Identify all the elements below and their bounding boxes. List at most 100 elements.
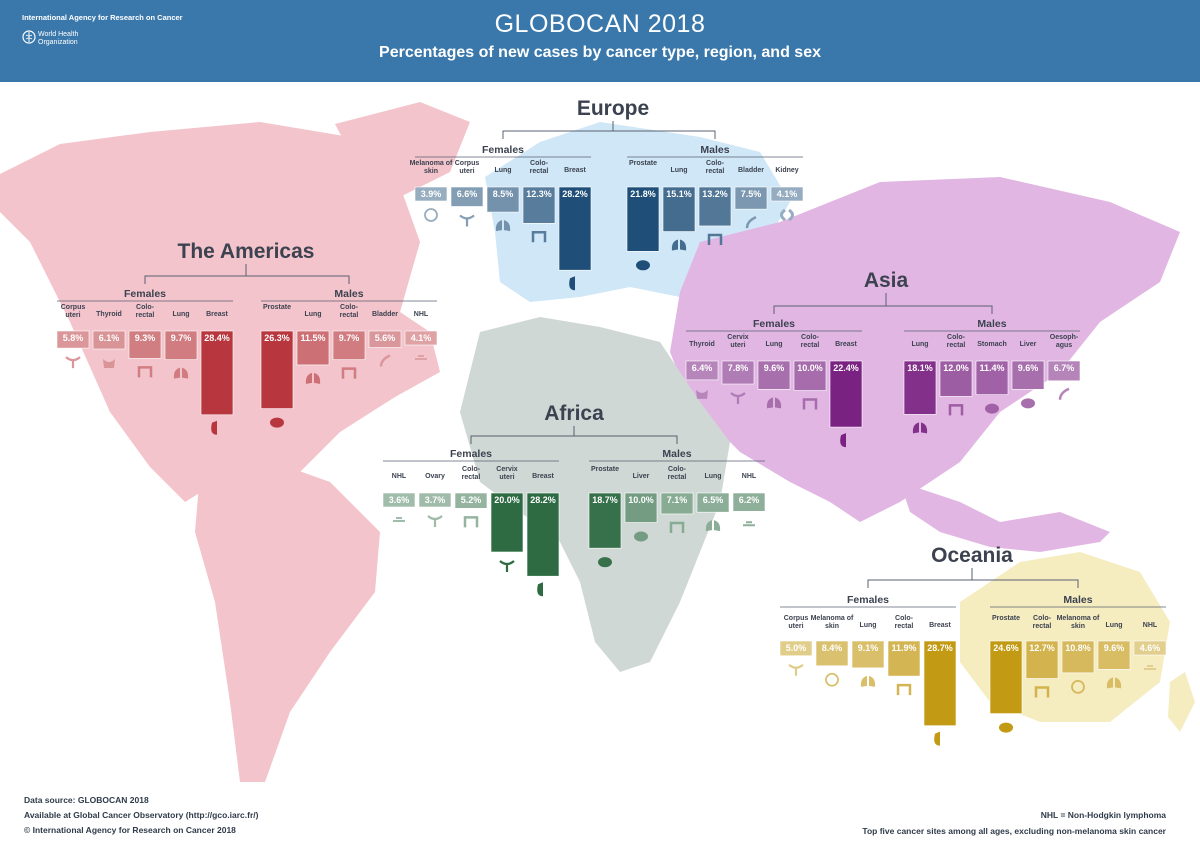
organ-icon-colo-rectal-europe-males xyxy=(707,233,723,245)
category-label-africa-males-lung: Lung xyxy=(704,473,721,480)
bar-oceania-males-nhl xyxy=(1133,640,1167,656)
value-label-asia-males-oesoph-agus: 6.7% xyxy=(1054,363,1075,373)
category-label-europe-females-melanoma-of-skin: Melanoma of skin xyxy=(410,160,453,175)
organ-icon-corpus-uteri-europe-females xyxy=(459,214,475,227)
value-label-africa-males-nhl: 6.2% xyxy=(739,495,760,505)
organ-icon-nhl-oceania-males xyxy=(1144,665,1156,670)
category-label-line: Cervix xyxy=(727,334,749,341)
organ-icon-shape xyxy=(598,557,612,568)
organ-icon-thyroid-the-americas-females xyxy=(103,358,115,368)
category-label-line: rectal xyxy=(1033,623,1052,630)
organ-icon-colo-rectal-oceania-females xyxy=(896,683,912,696)
organ-icon-cervix-uteri-asia-females xyxy=(730,392,746,405)
organ-icon-shape xyxy=(985,403,999,414)
value-label-europe-males-colo-rectal: 13.2% xyxy=(702,189,728,199)
organ-icon-shape xyxy=(636,260,650,271)
value-label-africa-males-lung: 6.5% xyxy=(703,495,724,505)
category-label-line: Melanoma of xyxy=(811,615,854,622)
category-label-line: rectal xyxy=(530,168,549,175)
value-label-africa-males-prostate: 18.7% xyxy=(592,495,618,505)
organ-icon-colo-rectal-africa-males xyxy=(669,521,685,533)
value-label-africa-females-ovary: 3.7% xyxy=(425,495,446,505)
bar-africa-males-prostate xyxy=(588,492,622,549)
category-label-oceania-males-melanoma-of-skin: Melanoma of skin xyxy=(1057,615,1100,630)
region-title-europe: Europe xyxy=(577,97,649,120)
value-label-asia-males-lung: 18.1% xyxy=(907,363,933,373)
organ-icon-shape xyxy=(499,560,515,572)
category-label-line: rectal xyxy=(136,312,155,319)
organ-icon-bladder-europe-males xyxy=(745,215,757,229)
organ-icon-nhl-the-americas-males xyxy=(415,355,427,360)
organ-icon-prostate-africa-males xyxy=(598,557,612,568)
sex-label-asia-males: Males xyxy=(977,318,1006,330)
organ-icon-shape xyxy=(766,397,782,409)
category-label-europe-males-colo-rectal: Colo-rectal xyxy=(706,160,725,175)
value-label-asia-males-liver: 9.6% xyxy=(1018,363,1039,373)
category-label-line: Colo- xyxy=(947,334,966,341)
organ-icon-shape xyxy=(669,521,685,533)
organ-icon-colo-rectal-oceania-males xyxy=(1034,686,1050,698)
value-label-oceania-males-lung: 9.6% xyxy=(1104,643,1125,653)
region-title-africa: Africa xyxy=(544,402,604,425)
organ-icon-breast-africa-females xyxy=(537,582,543,597)
organ-icon-melanoma-of-skin-oceania-females xyxy=(825,672,839,687)
bar-europe-males-kidney xyxy=(770,186,804,202)
organ-icon-lung-europe-females xyxy=(495,220,511,232)
value-label-oceania-females-melanoma-of-skin: 8.4% xyxy=(822,643,843,653)
category-label-the-americas-females-thyroid: Thyroid xyxy=(96,311,122,318)
sex-label-the-americas-males: Males xyxy=(334,288,363,300)
value-label-africa-females-cervix-uteri: 20.0% xyxy=(494,495,520,505)
bar-europe-females-breast xyxy=(558,186,592,271)
category-label-line: uteri xyxy=(65,312,80,319)
category-label-line: rectal xyxy=(706,168,725,175)
sex-label-asia-females: Females xyxy=(753,318,795,330)
new-zealand-shape xyxy=(1168,672,1195,732)
organ-icon-shape xyxy=(745,215,757,229)
value-label-europe-females-corpus-uteri: 6.6% xyxy=(457,189,478,199)
bar-europe-males-colo-rectal xyxy=(698,186,732,227)
category-label-asia-females-breast: Breast xyxy=(835,341,857,348)
value-label-oceania-females-colo-rectal: 11.9% xyxy=(891,643,916,653)
category-label-line: Cervix xyxy=(496,466,518,473)
organ-icon-colo-rectal-the-americas-males xyxy=(341,367,357,379)
organ-icon-shape xyxy=(1021,398,1035,409)
organ-icon-shape xyxy=(173,367,189,379)
value-label-asia-females-cervix-uteri: 7.8% xyxy=(728,363,749,373)
bar-africa-males-lung xyxy=(696,492,730,513)
bar-the-americas-females-breast xyxy=(200,330,234,416)
who-emblem-icon xyxy=(22,30,36,44)
category-label-the-americas-females-colo-rectal: Colo-rectal xyxy=(136,304,155,319)
organ-icon-shape xyxy=(1034,686,1050,698)
bar-the-americas-females-colo-rectal xyxy=(128,330,162,359)
category-label-the-americas-females-corpus-uteri: Corpus uteri xyxy=(61,304,86,319)
southeast-asia-shape xyxy=(900,482,1110,552)
category-label-line: skin xyxy=(1071,623,1085,630)
category-label-asia-females-thyroid: Thyroid xyxy=(689,341,715,348)
data-source-note: Data source: GLOBOCAN 2018 xyxy=(24,795,149,805)
organ-icon-shape xyxy=(393,517,405,522)
category-label-line: agus xyxy=(1056,342,1072,349)
bar-asia-females-breast xyxy=(829,360,863,428)
value-label-the-americas-males-lung: 11.5% xyxy=(300,333,325,343)
value-label-africa-females-breast: 28.2% xyxy=(530,495,556,505)
organ-icon-lung-the-americas-females xyxy=(173,367,189,379)
chart-europe: Europe Females Melanoma of skin 3.9% Corpus ut… xyxy=(410,97,804,291)
category-label-line: uteri xyxy=(499,474,514,481)
organ-icon-breast-asia-females xyxy=(840,433,846,448)
organ-icon-melanoma-of-skin-europe-females xyxy=(424,208,438,222)
region-title-asia: Asia xyxy=(864,269,909,292)
category-label-asia-males-lung: Lung xyxy=(911,341,928,348)
bar-africa-females-ovary xyxy=(418,492,452,508)
north-america-shape xyxy=(0,122,440,502)
organ-icon-oesoph-agus-asia-males xyxy=(1058,387,1070,400)
value-label-oceania-females-corpus-uteri: 5.0% xyxy=(786,643,807,653)
organ-icon-nhl-africa-males xyxy=(743,521,755,527)
bar-oceania-females-corpus-uteri xyxy=(779,640,813,657)
value-label-africa-females-colo-rectal: 5.2% xyxy=(461,495,482,505)
category-label-africa-females-breast: Breast xyxy=(532,473,554,480)
organ-icon-ovary-africa-females xyxy=(427,515,443,527)
category-label-oceania-females-corpus-uteri: Corpus uteri xyxy=(784,615,809,630)
bar-asia-females-thyroid xyxy=(685,360,719,381)
organ-icon-breast-oceania-females xyxy=(934,731,940,746)
bar-asia-males-stomach xyxy=(975,360,1009,395)
